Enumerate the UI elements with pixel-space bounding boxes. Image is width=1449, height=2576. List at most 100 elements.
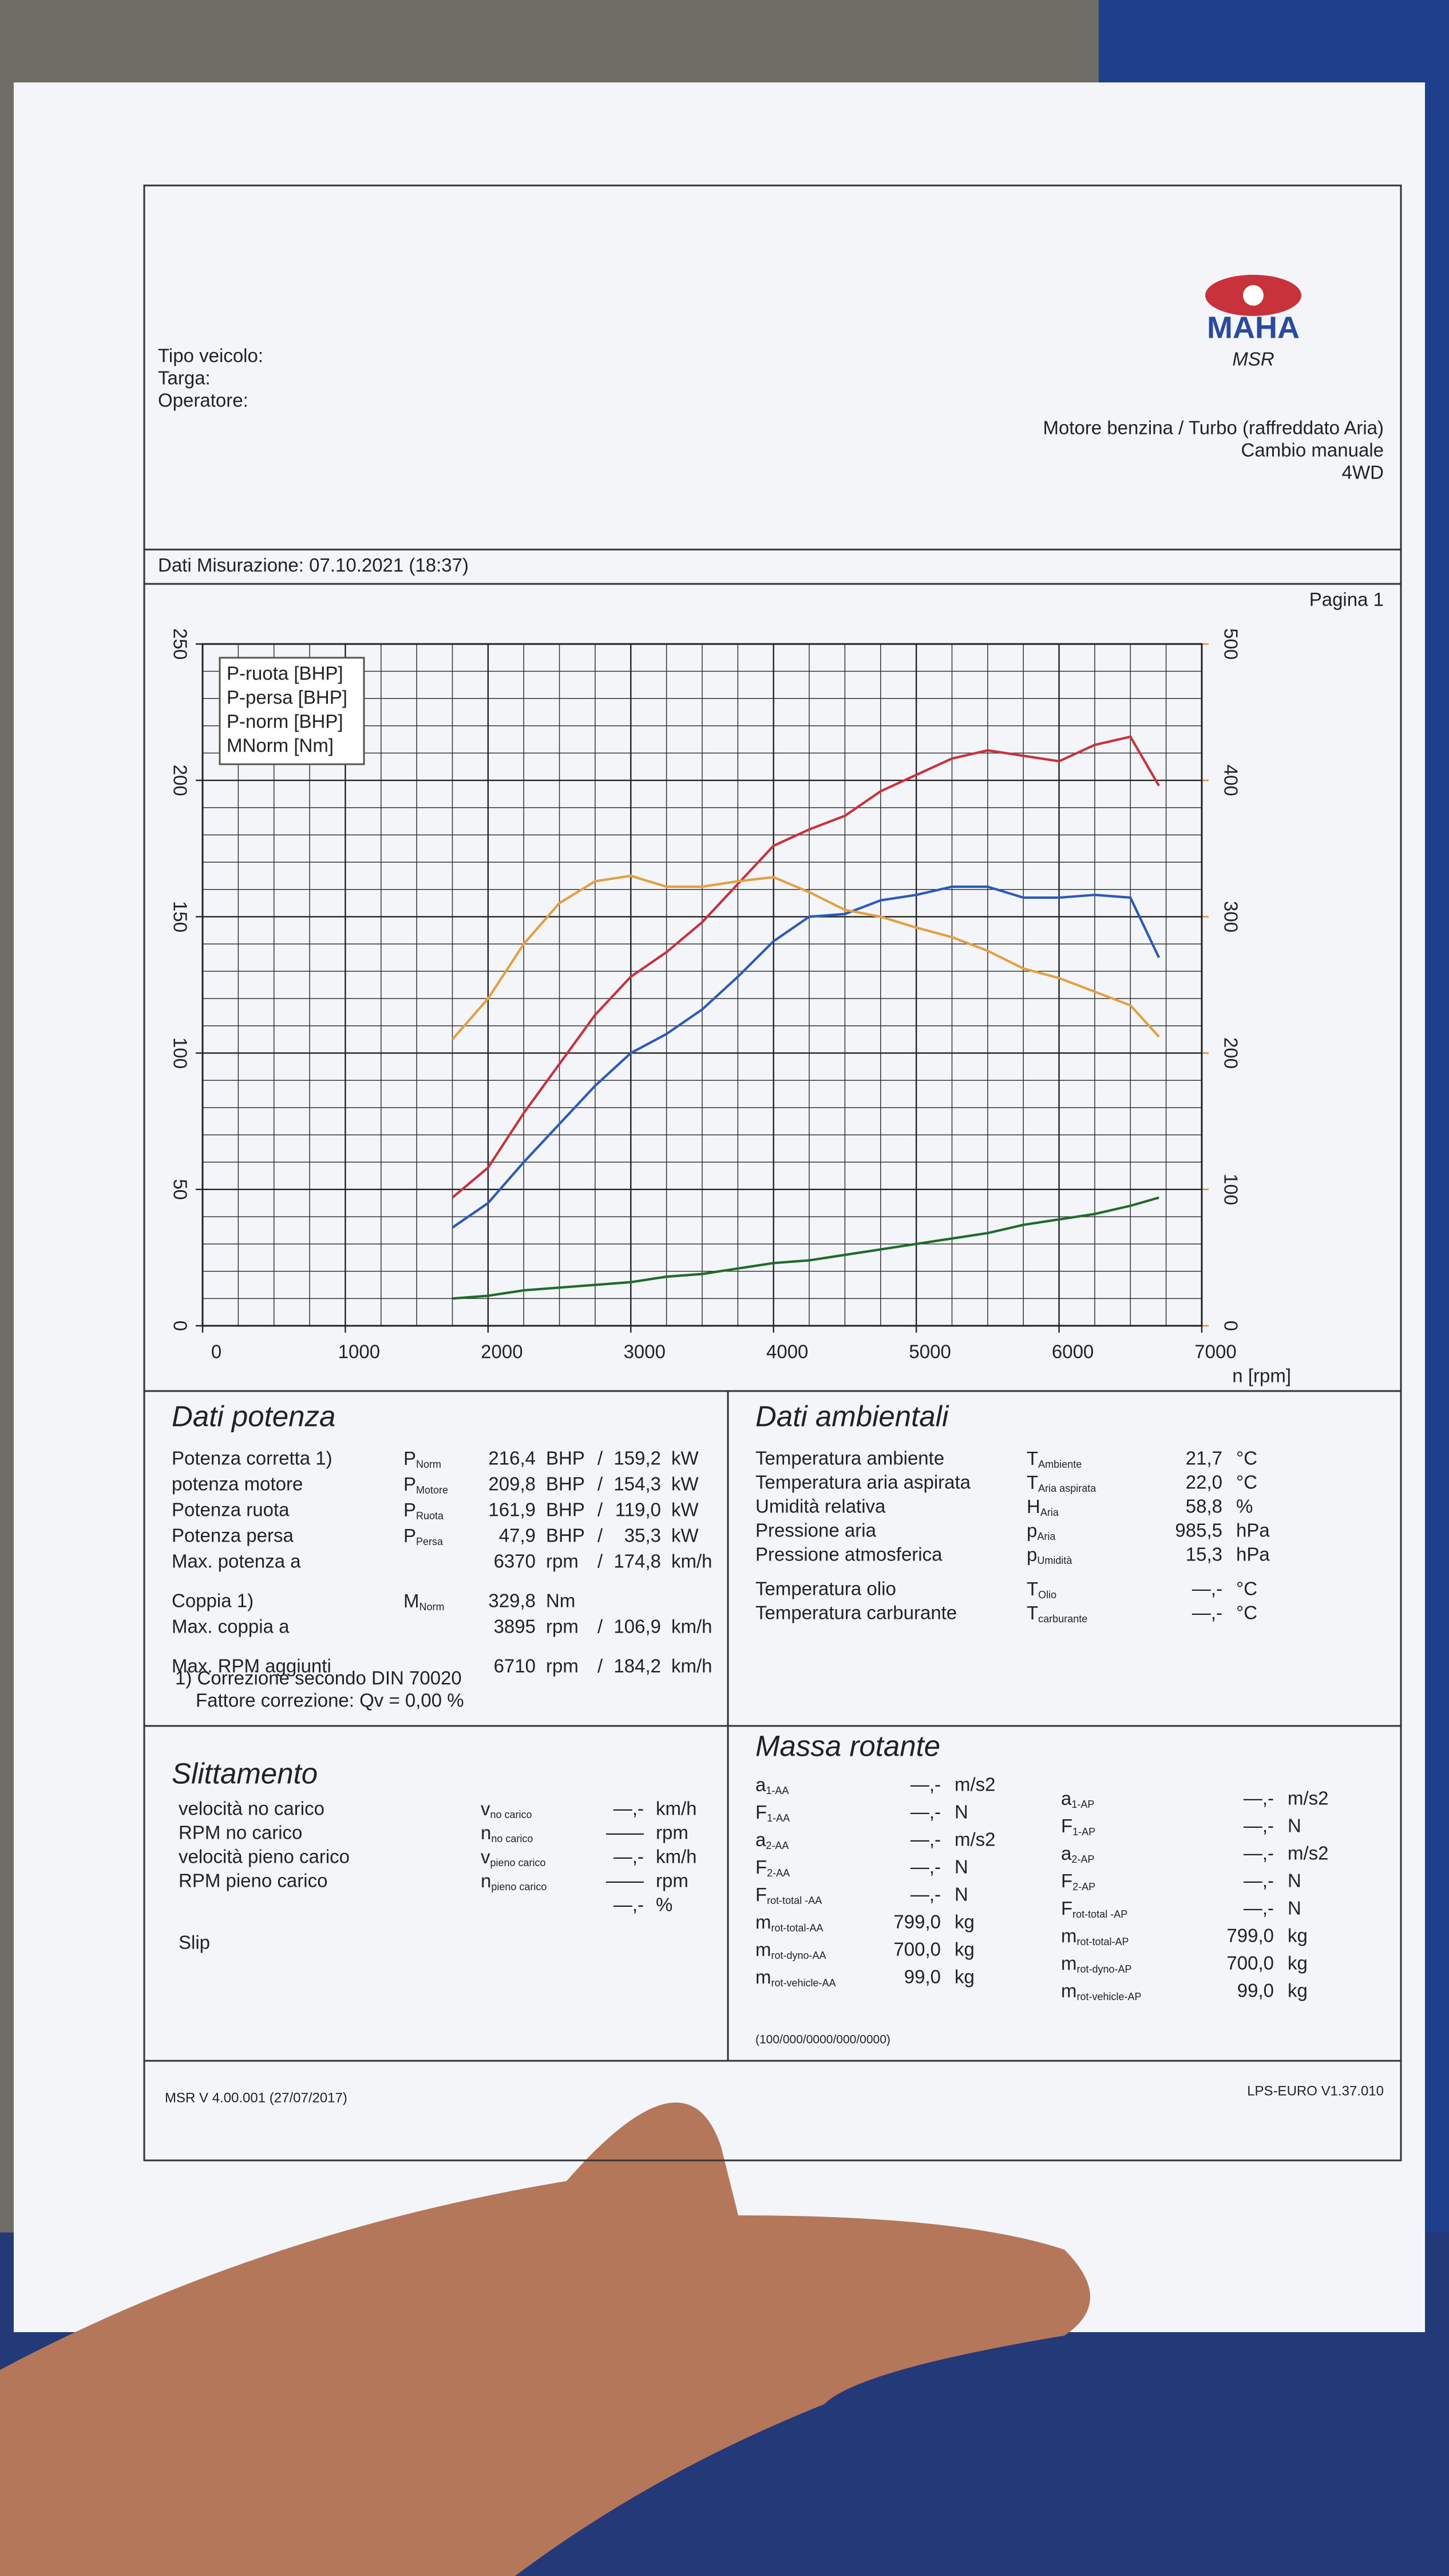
symbol-sub: Persa [416,1536,444,1547]
header-frame [143,184,1402,551]
row-label: Temperatura olio [755,1578,896,1599]
table-row: F1-AA —,- N [755,1801,968,1824]
row-symbol: TAmbiente [1027,1448,1082,1470]
row-unit2: kW [671,1448,699,1469]
row-symbol: mrot-dyno-AP [1061,1953,1132,1975]
y2-tick-label: 200 [1220,1037,1241,1069]
row-value: 329,8 [488,1590,536,1611]
row-unit: N [955,1884,968,1905]
y2-tick-label: 300 [1220,901,1241,933]
symbol-sub: Ambiente [1038,1459,1082,1470]
row-unit: % [1236,1496,1253,1517]
row-unit: BHP [546,1448,585,1469]
row-symbol: mrot-total-AP [1061,1925,1129,1947]
row-symbol: Tcarburante [1027,1602,1087,1625]
row-label: Max. potenza a [172,1551,301,1572]
symbol-sub: Motore [416,1484,448,1496]
table-row: mrot-total-AP 799,0 kg [1061,1925,1308,1947]
row-symbol: Frot-total -AA [755,1884,822,1906]
symbol-base: m [755,1966,771,1988]
table-row: mrot-dyno-AP 700,0 kg [1061,1953,1308,1975]
symbol-sub: 1-AA [766,1785,789,1796]
symbol-base: P [403,1499,416,1520]
row-value: 6370 [494,1551,536,1572]
row-symbol: mrot-dyno-AA [755,1939,826,1961]
symbol-sub: 1-AP [1072,1826,1095,1838]
table-row: a1-AP —,- m/s2 [1061,1788,1329,1810]
symbol-base: H [1027,1496,1040,1517]
table-row: Temperatura olio TOlio —,- °C [755,1578,1257,1601]
table-row: Pressione aria pAria 985,5 hPa [755,1520,1270,1542]
symbol-sub: rot-total -AA [767,1895,822,1906]
row-unit: BHP [546,1525,585,1546]
symbol-sub: rot-vehicle-AP [1077,1991,1142,2002]
logo-gear [1243,285,1264,306]
row-unit: BHP [546,1473,585,1495]
row-symbol: F2-AA [755,1856,790,1879]
y-tick-label: 150 [169,901,191,933]
row-value: —,- [910,1801,941,1823]
row-symbol: MNorm [403,1590,445,1613]
table-row: mrot-vehicle-AP 99,0 kg [1061,1980,1308,2002]
row-symbol: PRuota [403,1499,444,1522]
row-unit: N [1288,1815,1301,1836]
symbol-base: F [1061,1815,1072,1836]
row-unit2: kW [671,1525,699,1546]
x-tick-label: 1000 [338,1341,380,1362]
symbol-sub: rot-total -AP [1072,1909,1127,1920]
symbol-base: m [1061,1953,1077,1974]
series-line [452,885,1161,1229]
row-unit: kg [955,1911,975,1933]
row-symbol: TAria aspirata [1027,1472,1096,1494]
row-label: Pressione aria [755,1520,877,1541]
row-value: 6710 [494,1656,536,1677]
symbol-base: v [481,1846,490,1867]
row-value2: 174,8 [613,1551,661,1572]
section-title: Massa rotante [755,1729,940,1762]
row-unit: kg [955,1966,975,1988]
row-sep: / [597,1525,603,1546]
row-value: 21,7 [1186,1448,1222,1469]
x-axis-label: n [rpm] [1232,1365,1291,1386]
row-symbol: pAria [1027,1520,1056,1542]
symbol-sub: Aria aspirata [1038,1483,1096,1494]
row-value: 161,9 [488,1499,536,1520]
row-unit: m/s2 [1288,1788,1329,1809]
table-row: velocità pieno carico vpieno carico —,- km/… [179,1846,697,1868]
symbol-sub: no carico [490,1809,532,1820]
row-label: Potenza persa [172,1525,294,1546]
y-tick-label: 250 [169,628,191,659]
code: (100/000/0000/000/0000) [755,2033,890,2046]
row-unit: rpm [656,1870,688,1891]
row-value: 99,0 [1237,1980,1274,2001]
symbol-base: P [403,1525,416,1546]
row-label: RPM no carico [179,1822,302,1843]
row-value: —,- [1244,1898,1274,1919]
page-number: Pagina 1 [1309,589,1384,610]
table-row: Potenza persa PPersa 47,9 BHP / 35,3 kW [172,1525,699,1547]
table-row: Potenza corretta 1) PNorm 216,4 BHP / 159,2 kW [172,1448,699,1470]
symbol-base: F [755,1801,767,1823]
row-symbol: F2-AP [1061,1870,1095,1893]
table-row: Umidità relativa HAria 58,8% [755,1496,1253,1518]
row-value2: 184,2 [613,1656,661,1677]
table-row: Temperatura ambiente TAmbiente 21,7 °C [755,1448,1257,1470]
row-symbol: npieno carico [481,1870,547,1893]
row-label: Max. RPM aggiunti [172,1656,331,1677]
row-unit: Nm [546,1590,575,1611]
row-symbol: TOlio [1027,1578,1056,1601]
row-value: —,- [1244,1788,1274,1809]
row-sep: / [597,1616,603,1637]
row-label: potenza motore [172,1473,303,1495]
row-unit: km/h [656,1846,697,1867]
row-value: —— [606,1822,644,1843]
symbol-sub: 2-AA [766,1840,789,1851]
symbol-base: a [1061,1843,1072,1864]
table-row: mrot-vehicle-AA 99,0 kg [755,1966,975,1989]
table-row: mrot-dyno-AA 700,0 kg [755,1939,975,1961]
row-symbol: Frot-total -AP [1061,1898,1127,1920]
symbol-sub: 1-AA [767,1812,790,1824]
symbol-sub: 2-AA [767,1867,790,1879]
table-row: Temperatura aria aspirata TAria aspirata 2… [755,1472,1257,1494]
row-value: —,- [1244,1843,1274,1864]
